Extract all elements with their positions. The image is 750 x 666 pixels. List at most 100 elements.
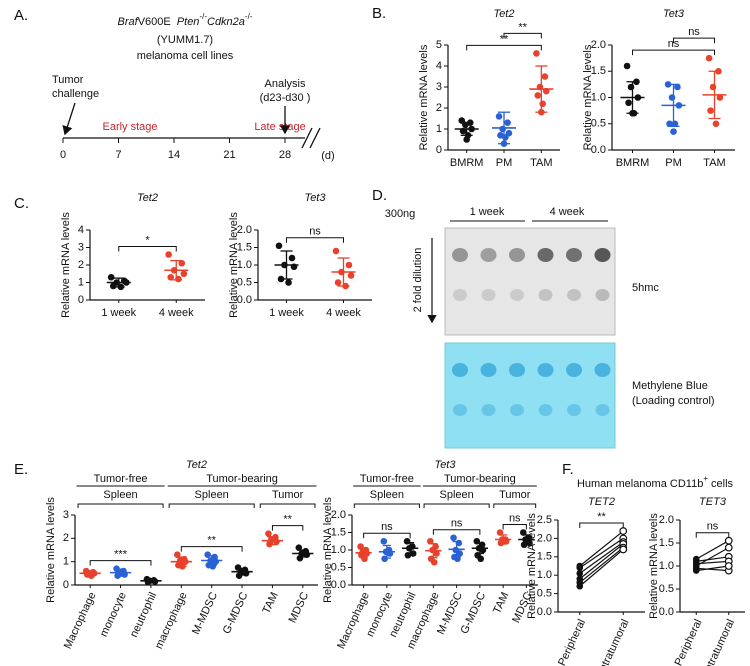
data-point — [497, 132, 504, 139]
significance-label: ** — [283, 514, 292, 526]
pair-line — [696, 567, 729, 572]
chart-title: Tet2 — [493, 8, 514, 20]
group-header: Tumor-free — [360, 473, 414, 485]
panel-label: B. — [372, 5, 386, 22]
x-tick-label: TAM — [530, 157, 552, 169]
significance-label: * — [145, 234, 150, 246]
timeline-tick-label: 14 — [168, 149, 180, 161]
x-tick-label: Macrophage — [62, 590, 99, 650]
y-axis-label: Relative mRNA levels — [322, 497, 334, 603]
x-tick-label: 4 week — [159, 307, 194, 319]
x-tick-label: TAM — [260, 590, 280, 615]
data-point — [295, 544, 303, 551]
x-tick-label: BMRM — [450, 157, 484, 169]
data-point — [674, 83, 681, 91]
data-point — [285, 279, 292, 286]
panel-label: F. — [562, 461, 574, 478]
data-point — [495, 113, 503, 120]
arrow — [62, 102, 76, 136]
description: melanoma cell lines — [137, 50, 234, 62]
x-tick-label: 1 week — [101, 307, 136, 319]
y-tick-label: 3 — [78, 241, 84, 253]
data-point — [716, 94, 724, 101]
blot-spot — [538, 404, 553, 416]
data-point — [275, 242, 283, 250]
significance-label: ns — [451, 518, 463, 530]
x-tick-label: neutrophil — [128, 590, 159, 639]
panel-label: C. — [14, 195, 29, 212]
data-point — [541, 73, 549, 80]
pair-line — [579, 547, 624, 584]
data-point — [533, 50, 540, 57]
data-point — [496, 529, 504, 536]
y-tick-label: 0 — [436, 144, 442, 156]
data-point — [209, 563, 217, 570]
data-point — [724, 536, 733, 545]
genotype-part: Braf — [118, 16, 139, 28]
y-tick-label: 2.0 — [659, 514, 674, 526]
data-point — [265, 530, 272, 537]
blot-spot — [480, 248, 497, 262]
subgroup-bracket — [77, 503, 164, 508]
y-tick-label: 1.5 — [659, 537, 674, 549]
blot-group: 4 week — [550, 206, 585, 218]
pair-line — [579, 537, 624, 569]
data-point — [361, 555, 368, 563]
significance-label: ** — [207, 535, 216, 547]
y-axis-label: Relative mRNA levels — [526, 513, 538, 619]
data-point — [499, 125, 506, 133]
blot-spot — [510, 289, 524, 301]
data-point — [625, 99, 632, 107]
x-tick-label: M-MDSC — [190, 590, 220, 636]
significance-label: ns — [309, 226, 321, 238]
y-axis-label: Relative mRNA levels — [45, 497, 57, 603]
data-point — [712, 120, 720, 128]
data-point — [332, 247, 340, 255]
blot-spot — [537, 248, 554, 262]
subgroup-bracket — [353, 503, 420, 508]
data-point — [107, 273, 115, 281]
panel-f-title: Human melanoma CD11b+ cells — [577, 474, 734, 490]
blot-spot — [567, 404, 581, 416]
blot-loading: Methylene Blue — [632, 380, 708, 392]
x-tick-label: monocyte — [98, 590, 129, 638]
data-point — [427, 537, 434, 545]
chart-title: Tet3 — [663, 8, 685, 20]
y-tick-label: 2.5 — [537, 514, 552, 526]
panel-label: E. — [14, 461, 28, 478]
panel-label: A. — [14, 7, 28, 24]
data-point — [534, 92, 542, 99]
x-tick-label: Peripheral — [556, 617, 588, 666]
subgroup-bracket — [423, 503, 490, 508]
data-point — [576, 582, 584, 590]
blot-amount: 300ng — [385, 208, 416, 220]
blot-spot — [453, 404, 467, 416]
data-point — [204, 551, 211, 558]
y-tick-label: 1.0 — [331, 544, 346, 556]
subgroup-header: Spleen — [195, 489, 229, 501]
timeline-unit: (d) — [321, 150, 334, 162]
significance-bracket — [695, 532, 730, 538]
data-point — [334, 279, 342, 286]
blot-spot — [453, 289, 467, 301]
pair-line — [579, 530, 624, 567]
data-point — [619, 545, 628, 554]
subgroup-header: Spleen — [103, 489, 137, 501]
pair-line — [579, 541, 624, 574]
significance-bracket — [673, 37, 715, 44]
blot-spot — [537, 363, 554, 377]
blot-group: 1 week — [470, 206, 505, 218]
title-part: cells — [708, 478, 734, 490]
y-tick-label: 0.5 — [331, 561, 346, 573]
significance-bracket — [180, 546, 243, 552]
axis-break — [301, 127, 313, 149]
timeline-tick-label: 28 — [279, 149, 291, 161]
data-point — [707, 107, 714, 114]
y-tick-label: 1.5 — [237, 241, 252, 253]
x-tick-label: Peripheral — [673, 617, 705, 666]
y-tick-label: 2 — [63, 532, 69, 544]
data-point — [504, 119, 511, 126]
blot-spot — [510, 404, 524, 416]
significance-label: ns — [509, 512, 521, 524]
data-point — [433, 550, 440, 557]
